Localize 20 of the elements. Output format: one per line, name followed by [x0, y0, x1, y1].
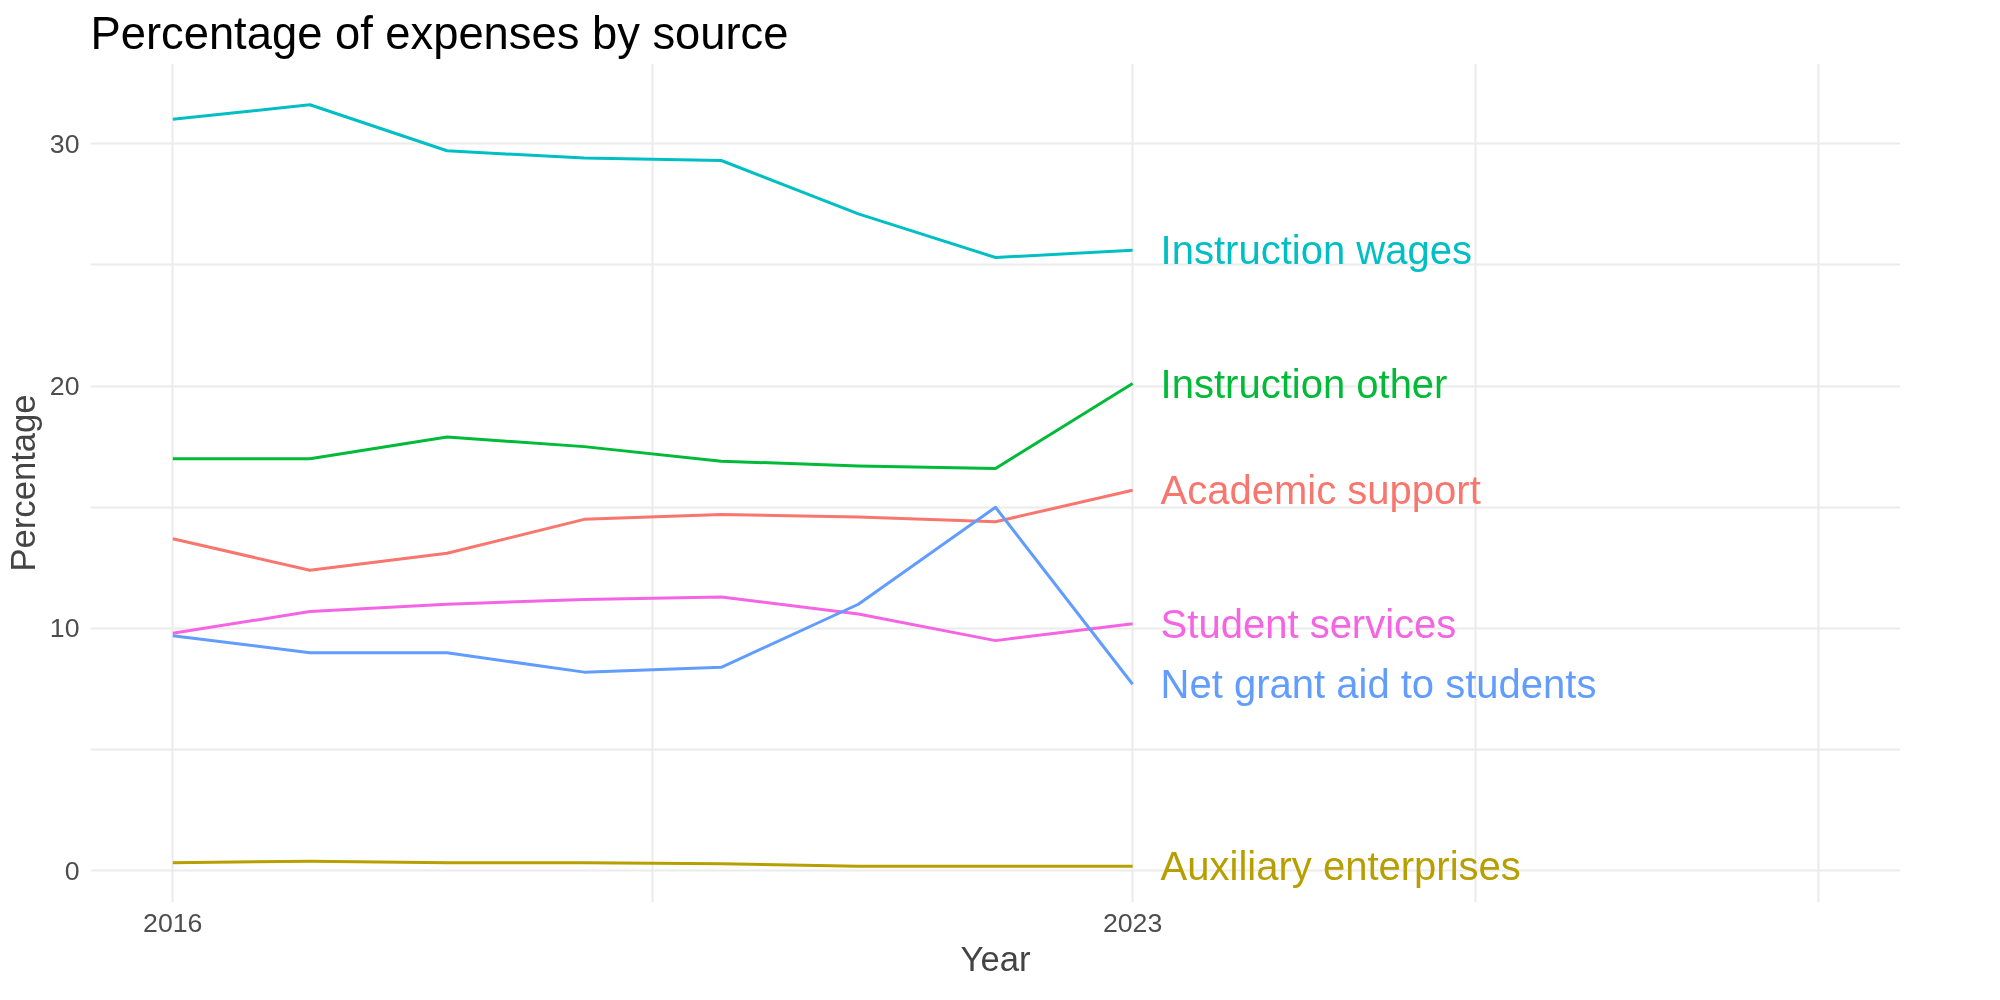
y-tick-label: 30: [49, 128, 80, 159]
line-series: [171, 382, 1135, 470]
y-tick-label: 0: [64, 855, 80, 886]
series-label: Instruction other: [1160, 361, 1448, 406]
x-tick-label: 2023: [1102, 907, 1163, 938]
chart-title: Percentage of expenses by source: [90, 7, 789, 59]
series-label: Academic support: [1160, 468, 1481, 513]
series-label: Student services: [1160, 601, 1457, 646]
line-series: [171, 505, 1135, 686]
line-series: [171, 595, 1135, 643]
series-label: Instruction wages: [1160, 228, 1472, 273]
x-axis-title: Year: [960, 939, 1031, 978]
y-tick-label: 20: [49, 371, 80, 402]
line-series: [171, 103, 1135, 259]
series-label: Auxiliary enterprises: [1160, 844, 1521, 889]
y-axis-title: Percentage: [3, 394, 42, 572]
line-series: [171, 488, 1135, 572]
x-tick-label: 2016: [143, 907, 203, 938]
series-label: Net grant aid to students: [1160, 662, 1597, 707]
y-tick-label: 10: [49, 613, 80, 644]
